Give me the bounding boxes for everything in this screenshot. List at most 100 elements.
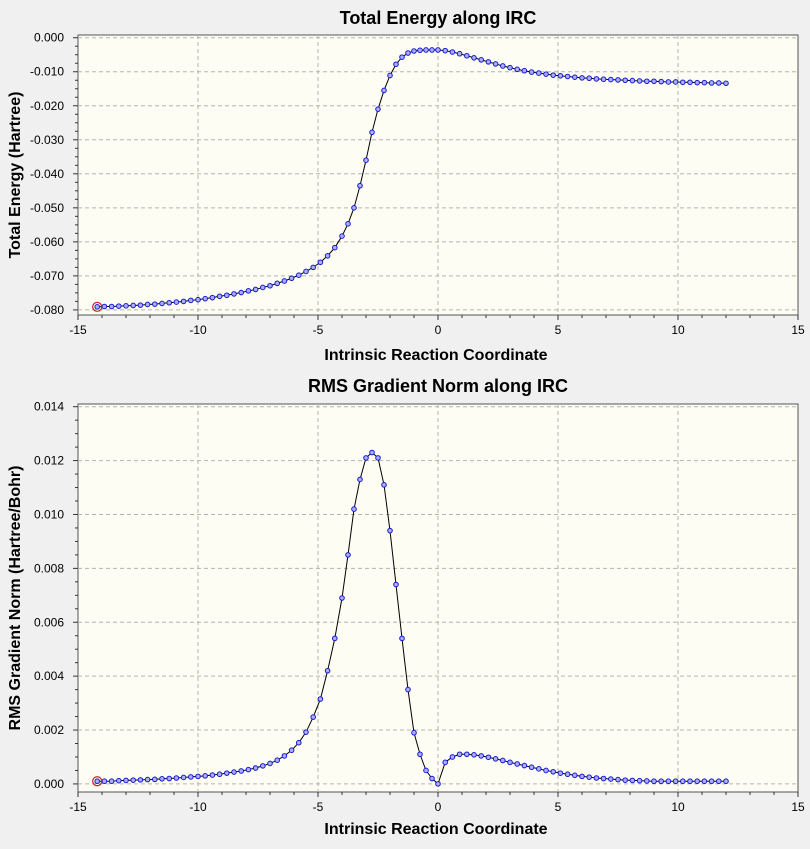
y-tick-label: -0.010 <box>30 65 64 79</box>
data-point <box>363 157 369 164</box>
data-point <box>600 76 607 83</box>
data-point <box>231 769 237 775</box>
y-tick-label: -0.080 <box>30 303 64 317</box>
x-tick-label: 15 <box>791 323 805 337</box>
data-point <box>303 729 309 735</box>
data-point <box>363 455 369 461</box>
x-tick-label: -15 <box>69 323 87 337</box>
data-point <box>449 754 456 760</box>
y-axis-label: Total Energy (Hartree) <box>7 92 24 259</box>
data-point <box>116 777 122 784</box>
data-point <box>492 756 499 762</box>
data-point <box>471 54 477 61</box>
data-point <box>456 50 463 57</box>
data-point <box>629 777 636 784</box>
data-point <box>658 778 665 785</box>
data-point <box>357 182 363 189</box>
data-point <box>723 778 729 785</box>
data-point <box>94 304 100 310</box>
y-tick-label: 0.000 <box>34 777 64 791</box>
data-point <box>216 771 223 778</box>
data-point <box>694 778 701 785</box>
data-point <box>658 78 665 85</box>
x-tick-label: -10 <box>189 800 207 814</box>
data-point <box>514 761 521 767</box>
data-point <box>332 635 338 642</box>
data-point <box>536 70 542 76</box>
y-tick-label: 0.012 <box>34 454 64 468</box>
data-point <box>521 762 528 769</box>
data-point <box>267 760 273 767</box>
y-tick-label: 0.014 <box>34 400 64 414</box>
data-point <box>357 476 363 483</box>
data-point <box>411 729 417 736</box>
data-point <box>317 259 324 266</box>
data-point <box>152 776 158 783</box>
data-point <box>238 768 244 774</box>
data-point <box>622 777 629 783</box>
data-point <box>572 772 578 779</box>
chart-title: Total Energy along IRC <box>340 8 537 28</box>
y-tick-label: 0.010 <box>34 507 64 521</box>
data-point <box>274 280 281 287</box>
data-point <box>550 72 557 78</box>
data-point <box>224 292 230 299</box>
data-point <box>144 776 151 783</box>
y-tick-label: 0.008 <box>34 561 64 575</box>
data-point <box>651 78 657 85</box>
x-tick-label: 10 <box>671 323 685 337</box>
data-point <box>442 47 449 54</box>
data-point <box>557 770 564 776</box>
data-point <box>672 778 679 785</box>
data-point <box>615 77 621 83</box>
data-point <box>665 79 672 85</box>
data-point <box>130 777 136 783</box>
data-point <box>317 696 324 702</box>
data-point <box>332 244 338 251</box>
data-point <box>593 775 600 781</box>
data-point <box>252 286 259 293</box>
data-point <box>680 778 686 785</box>
y-tick-label: -0.030 <box>30 133 64 147</box>
data-point <box>423 767 429 774</box>
data-point <box>435 47 441 53</box>
y-tick-label: -0.040 <box>30 167 64 181</box>
y-tick-label: -0.050 <box>30 201 64 215</box>
data-point <box>514 66 521 73</box>
data-point <box>188 297 194 304</box>
data-point <box>564 73 571 80</box>
data-point <box>381 87 387 94</box>
data-point <box>288 747 295 754</box>
x-axis-label: Intrinsic Reaction Coordinate <box>324 821 547 838</box>
data-point <box>672 79 679 85</box>
y-tick-label: -0.060 <box>30 235 64 249</box>
data-point <box>231 291 237 297</box>
data-point <box>500 757 506 764</box>
x-tick-label: 5 <box>555 323 562 337</box>
data-point <box>303 268 309 275</box>
data-point <box>564 771 571 778</box>
x-tick-label: -10 <box>189 323 207 337</box>
data-point <box>260 763 266 769</box>
data-point <box>252 765 259 771</box>
data-point <box>405 686 411 693</box>
x-tick-label: -15 <box>69 800 87 814</box>
data-point <box>716 778 722 785</box>
data-point <box>708 778 715 785</box>
data-point <box>543 767 549 774</box>
data-point <box>536 766 542 772</box>
data-point <box>608 776 614 782</box>
data-point <box>507 759 513 766</box>
data-point <box>180 774 187 781</box>
data-point <box>405 50 411 56</box>
data-point <box>296 739 302 746</box>
data-point <box>123 303 129 309</box>
data-point <box>238 289 244 296</box>
x-tick-label: 5 <box>555 800 562 814</box>
data-point <box>108 303 115 310</box>
y-axis-label: RMS Gradient Norm (Hartree/Bohr) <box>7 466 24 731</box>
data-point <box>123 777 129 784</box>
data-point <box>324 667 331 674</box>
data-point <box>586 774 593 780</box>
data-point <box>636 777 643 784</box>
